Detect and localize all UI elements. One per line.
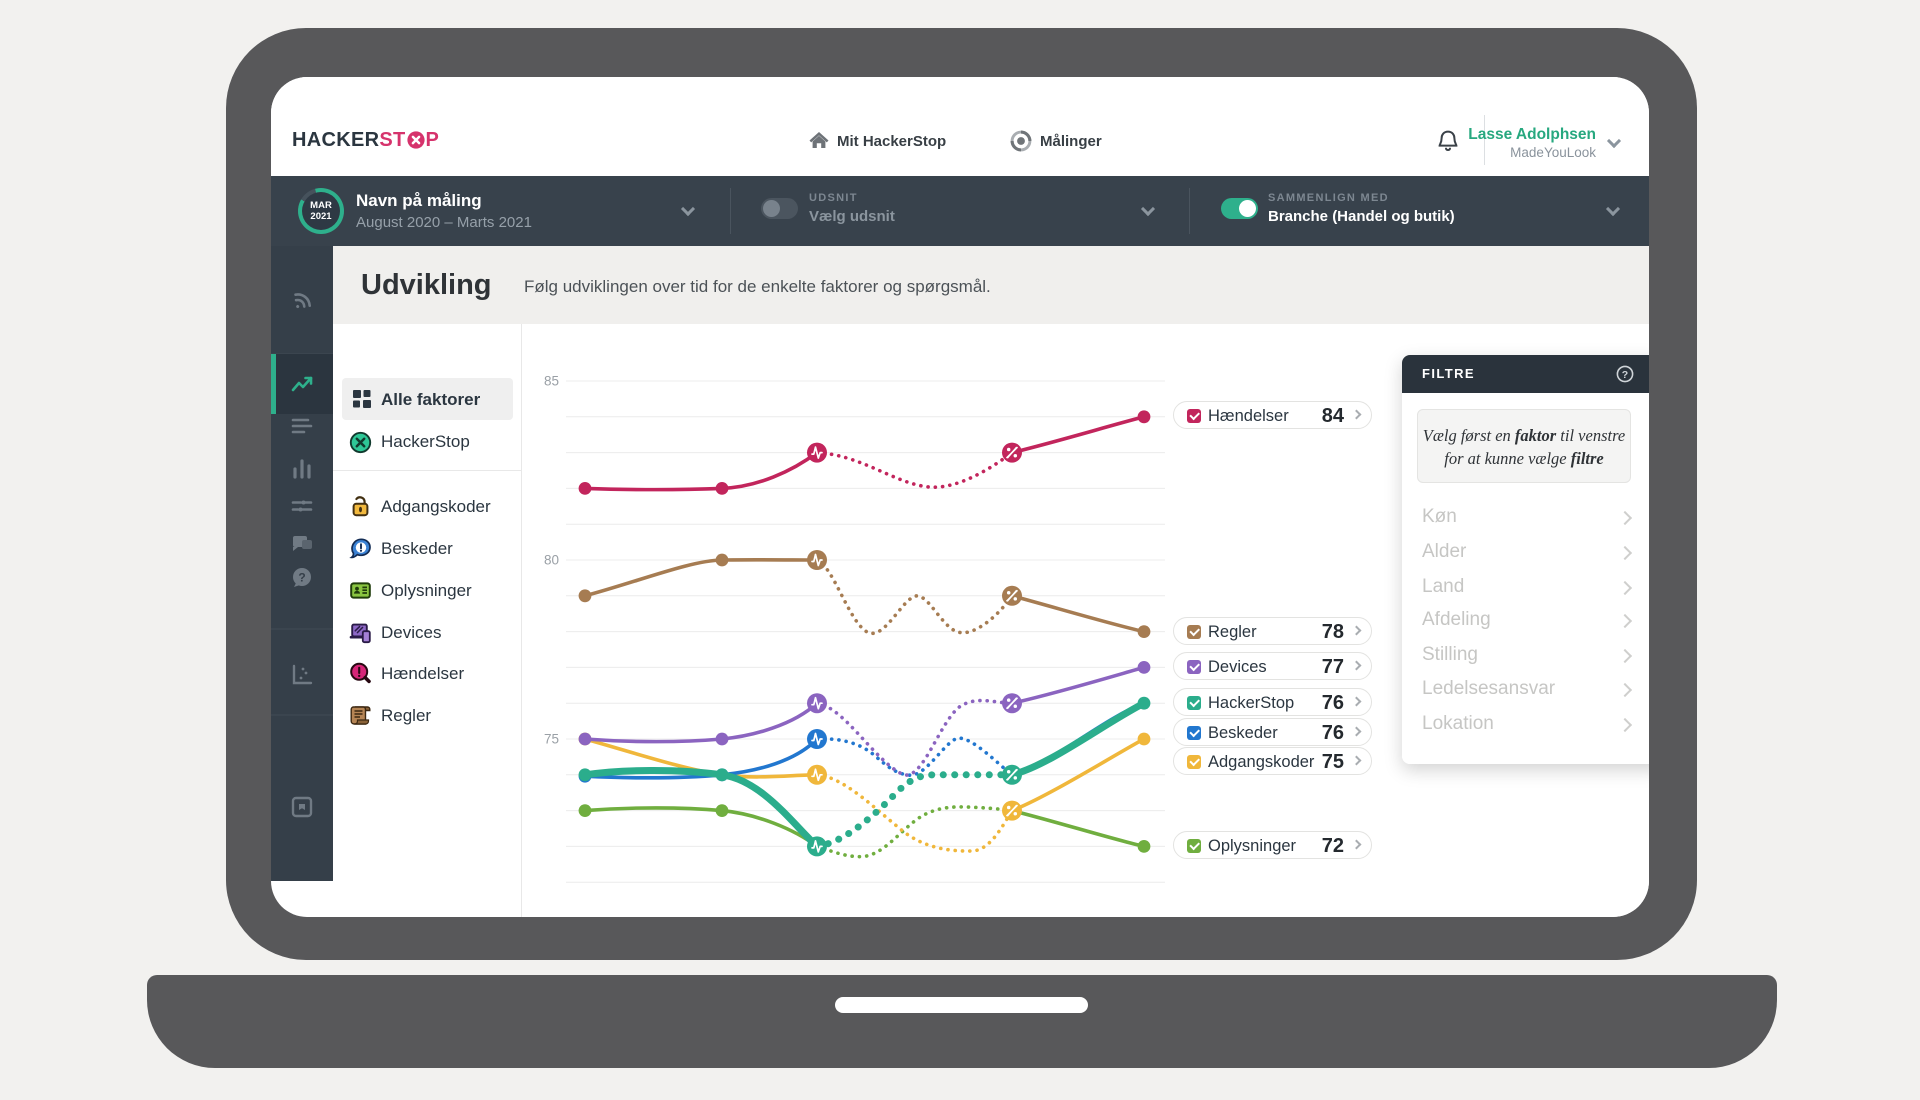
svg-text:85: 85 (544, 374, 559, 389)
svg-text:75: 75 (544, 732, 559, 747)
svg-text:?: ? (1622, 369, 1628, 381)
svg-text:?: ? (298, 571, 305, 585)
svg-text:80: 80 (544, 553, 559, 568)
